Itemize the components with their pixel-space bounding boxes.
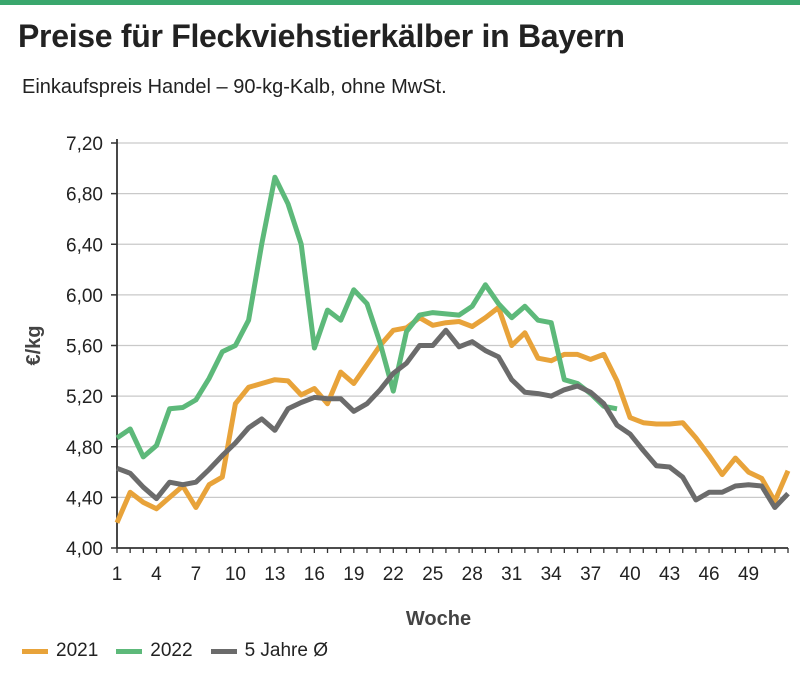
legend-swatch-2021 (22, 648, 48, 654)
x-tick-label: 49 (738, 564, 759, 585)
chart-subtitle: Einkaufspreis Handel – 90-kg-Kalb, ohne … (22, 76, 447, 98)
legend-label-5-jahre: 5 Jahre Ø (244, 640, 328, 661)
legend-swatch-2022 (116, 648, 143, 654)
y-axis-title: €/kg (23, 325, 45, 365)
x-tick-label: 25 (422, 564, 443, 585)
x-tick-label: 1 (112, 564, 123, 585)
y-tick-label: 5,60 (66, 337, 103, 358)
y-tick-label: 6,40 (66, 235, 103, 256)
x-tick-label: 4 (151, 564, 162, 585)
y-tick-label: 4,40 (66, 488, 103, 509)
x-tick-label: 37 (580, 564, 601, 585)
y-tick-label: 6,00 (66, 286, 103, 307)
legend-item-5-jahre: 5 Jahre Ø (210, 640, 328, 662)
legend-item-2022: 2022 (116, 640, 193, 662)
y-tick-label: 4,80 (66, 438, 103, 459)
y-tick-label: 6,80 (66, 185, 103, 206)
x-tick-label: 10 (225, 564, 246, 585)
y-tick-label: 7,20 (66, 134, 103, 155)
series-line-5-jahre (116, 327, 790, 510)
legend-label-2022: 2022 (150, 640, 193, 661)
x-tick-label: 7 (191, 564, 202, 585)
x-tick-label: 34 (541, 564, 563, 585)
x-tick-label: 16 (304, 564, 325, 585)
legend-item-2021: 2021 (22, 640, 98, 662)
x-tick-label: 19 (343, 564, 364, 585)
x-tick-label: 22 (383, 564, 404, 585)
x-tick-label: 31 (501, 564, 522, 585)
x-tick-label: 28 (462, 564, 483, 585)
x-tick-label: 46 (698, 564, 719, 585)
axes (111, 139, 789, 553)
legend-label-2021: 2021 (56, 640, 99, 661)
x-tick-label: 43 (659, 564, 680, 585)
x-tick-label: 40 (620, 564, 641, 585)
chart-title: Preise für Fleckviehstierkälber in Bayer… (18, 18, 625, 54)
x-axis-title: Woche (406, 608, 471, 630)
series-line-2022 (115, 174, 618, 460)
legend-swatch-5-jahre (210, 648, 237, 654)
y-tick-label: 5,20 (66, 387, 103, 408)
axis-labels: 4,00 4,40 4,80 5,20 5,60 6,00 6,40 6,80 7,20 1 4 7 1… (23, 134, 759, 630)
series-lines (114, 174, 791, 524)
legend: 2021 2022 5 Jahre Ø (22, 640, 328, 662)
top-accent-bar (0, 0, 800, 5)
x-tick-label: 13 (264, 564, 285, 585)
y-tick-label: 4,00 (66, 539, 103, 560)
series-line-2021 (114, 305, 791, 524)
